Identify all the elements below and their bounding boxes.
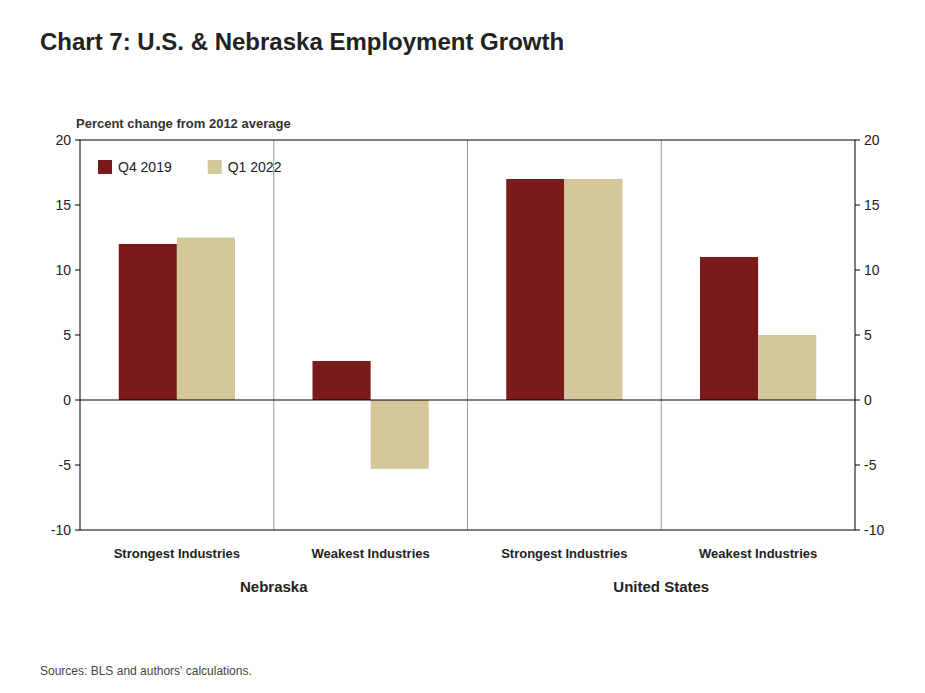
bar	[758, 335, 816, 400]
legend-label: Q4 2019	[118, 159, 172, 175]
y-tick	[75, 140, 80, 141]
y-tick	[75, 270, 80, 271]
y2-tick	[855, 530, 860, 531]
bar	[177, 238, 235, 401]
y2-tick	[855, 335, 860, 336]
y2-tick	[855, 270, 860, 271]
y2-tick-label: 20	[864, 132, 880, 148]
category-label: Weakest Industries	[699, 546, 817, 561]
y-tick-label: -5	[59, 457, 72, 473]
y2-tick-label: 5	[864, 327, 872, 343]
y2-tick-label: 10	[864, 262, 880, 278]
bar	[119, 244, 177, 400]
y-tick	[75, 530, 80, 531]
bar	[564, 179, 622, 400]
legend-label: Q1 2022	[228, 159, 282, 175]
legend: Q4 2019 Q1 2022	[98, 159, 282, 175]
separator	[661, 140, 662, 530]
y2-tick	[855, 400, 860, 401]
bar	[700, 257, 758, 400]
y-tick-label: 20	[55, 132, 71, 148]
y-tick-label: 0	[63, 392, 71, 408]
zero-line	[80, 400, 855, 401]
y2-tick	[855, 465, 860, 466]
region-label: United States	[613, 578, 709, 595]
y-tick-label: 15	[55, 197, 71, 213]
y-tick-label: -10	[51, 522, 71, 538]
title: Chart 7: U.S. & Nebraska Employment Grow…	[40, 28, 564, 55]
plot-frame	[80, 140, 855, 530]
category-label: Strongest Industries	[501, 546, 627, 561]
y-tick-label: 10	[55, 262, 71, 278]
y-axis-label: Percent change from 2012 average	[76, 116, 291, 131]
bar	[506, 179, 564, 400]
legend-swatch	[208, 160, 222, 174]
category-label: Weakest Industries	[311, 546, 429, 561]
y2-tick-label: -5	[864, 457, 877, 473]
region-label: Nebraska	[240, 578, 308, 595]
legend-swatch	[98, 160, 112, 174]
source: Sources: BLS and authors' calculations.	[40, 664, 252, 678]
y2-tick	[855, 205, 860, 206]
bar	[313, 361, 371, 400]
y-tick	[75, 465, 80, 466]
y-tick	[75, 205, 80, 206]
bars	[119, 179, 817, 469]
y-tick	[75, 400, 80, 401]
y2-tick-label: 0	[864, 392, 872, 408]
y2-tick-label: 15	[864, 197, 880, 213]
y-tick	[75, 335, 80, 336]
bar	[371, 400, 429, 469]
separator	[467, 140, 468, 530]
chart: Chart 7: U.S. & Nebraska Employment Grow…	[0, 0, 925, 693]
category-label: Strongest Industries	[114, 546, 240, 561]
y2-tick	[855, 140, 860, 141]
y-tick-label: 5	[63, 327, 71, 343]
separator	[273, 140, 274, 530]
y2-tick-label: -10	[864, 522, 884, 538]
